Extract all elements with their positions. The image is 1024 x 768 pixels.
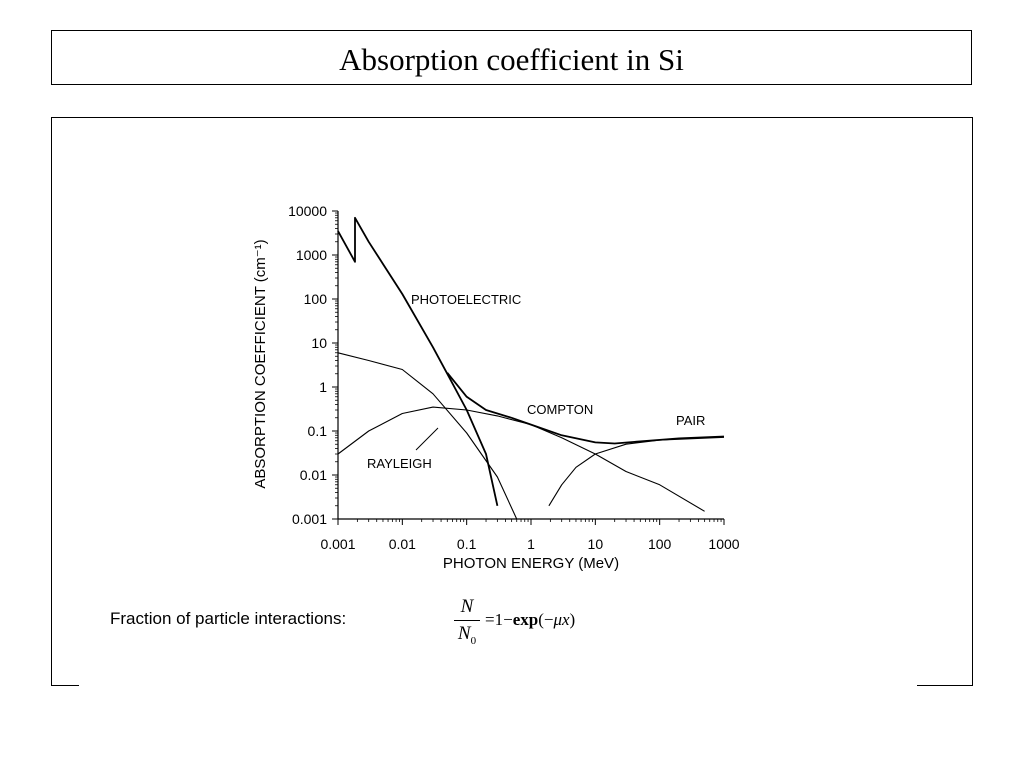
y-tick-label: 0.1 xyxy=(308,423,328,439)
slide-title: Absorption coefficient in Si xyxy=(339,42,684,77)
annotation-rayleigh: RAYLEIGH xyxy=(367,456,432,471)
rayleigh-pointer-line xyxy=(415,427,439,451)
formula-numerator: N xyxy=(460,596,474,617)
series-line-photoelectric xyxy=(337,216,499,506)
formula-rhs: =1−exp(−μx) xyxy=(485,609,575,631)
y-tick-label: 100 xyxy=(304,291,328,307)
frame-bottom-right-segment xyxy=(917,685,973,686)
fraction-label: Fraction of particle interactions: xyxy=(110,609,347,628)
x-tick-label: 1000 xyxy=(708,536,739,552)
y-tick-label: 10000 xyxy=(288,203,327,219)
y-tick-label: 0.01 xyxy=(300,467,327,483)
y-tick-label: 1 xyxy=(319,379,327,395)
formula-denominator-symbol: N xyxy=(457,623,471,644)
content-frame xyxy=(51,117,973,686)
slide-title-box: Absorption coefficient in Si xyxy=(51,30,972,85)
x-tick-label: 1 xyxy=(527,536,535,552)
y-tick-label: 1000 xyxy=(296,247,327,263)
annotation-pair: PAIR xyxy=(676,413,705,428)
series-line-total xyxy=(446,372,725,445)
x-tick-label: 0.1 xyxy=(457,536,477,552)
x-axis-label: PHOTON ENERGY (MeV) xyxy=(443,555,619,572)
chart-axes xyxy=(332,210,725,525)
formula-denominator: N0 xyxy=(452,623,482,652)
x-tick-label: 0.01 xyxy=(389,536,416,552)
y-axis-label: ABSORPTION COEFFICIENT (cm⁻¹) xyxy=(252,239,269,488)
formula-rhs-fn: exp xyxy=(512,610,539,629)
series-line-compton xyxy=(337,406,705,512)
annotation-compton: COMPTON xyxy=(527,402,593,417)
formula-fraction-bar xyxy=(454,620,480,621)
formula-rhs-prefix: =1− xyxy=(485,610,513,629)
formula-denominator-subscript: 0 xyxy=(470,634,477,647)
x-tick-label: 10 xyxy=(588,536,604,552)
annotation-photoelectric: PHOTOELECTRIC xyxy=(411,292,521,307)
x-tick-label: 0.001 xyxy=(320,536,355,552)
frame-bottom-left-segment xyxy=(51,685,79,686)
series-line-rayleigh xyxy=(337,352,518,520)
chart-curves xyxy=(337,216,725,520)
formula-rhs-var: μx xyxy=(553,610,570,629)
y-tick-label: 10 xyxy=(311,335,327,351)
y-tick-label: 0.001 xyxy=(292,511,327,527)
chart-labels: PHOTOELECTRIC COMPTON PAIR RAYLEIGH PHOT… xyxy=(252,203,740,572)
formula-rhs-open: (− xyxy=(538,610,554,629)
formula-rhs-close: ) xyxy=(569,610,576,629)
x-tick-label: 100 xyxy=(648,536,672,552)
series-line-pair xyxy=(548,436,725,507)
